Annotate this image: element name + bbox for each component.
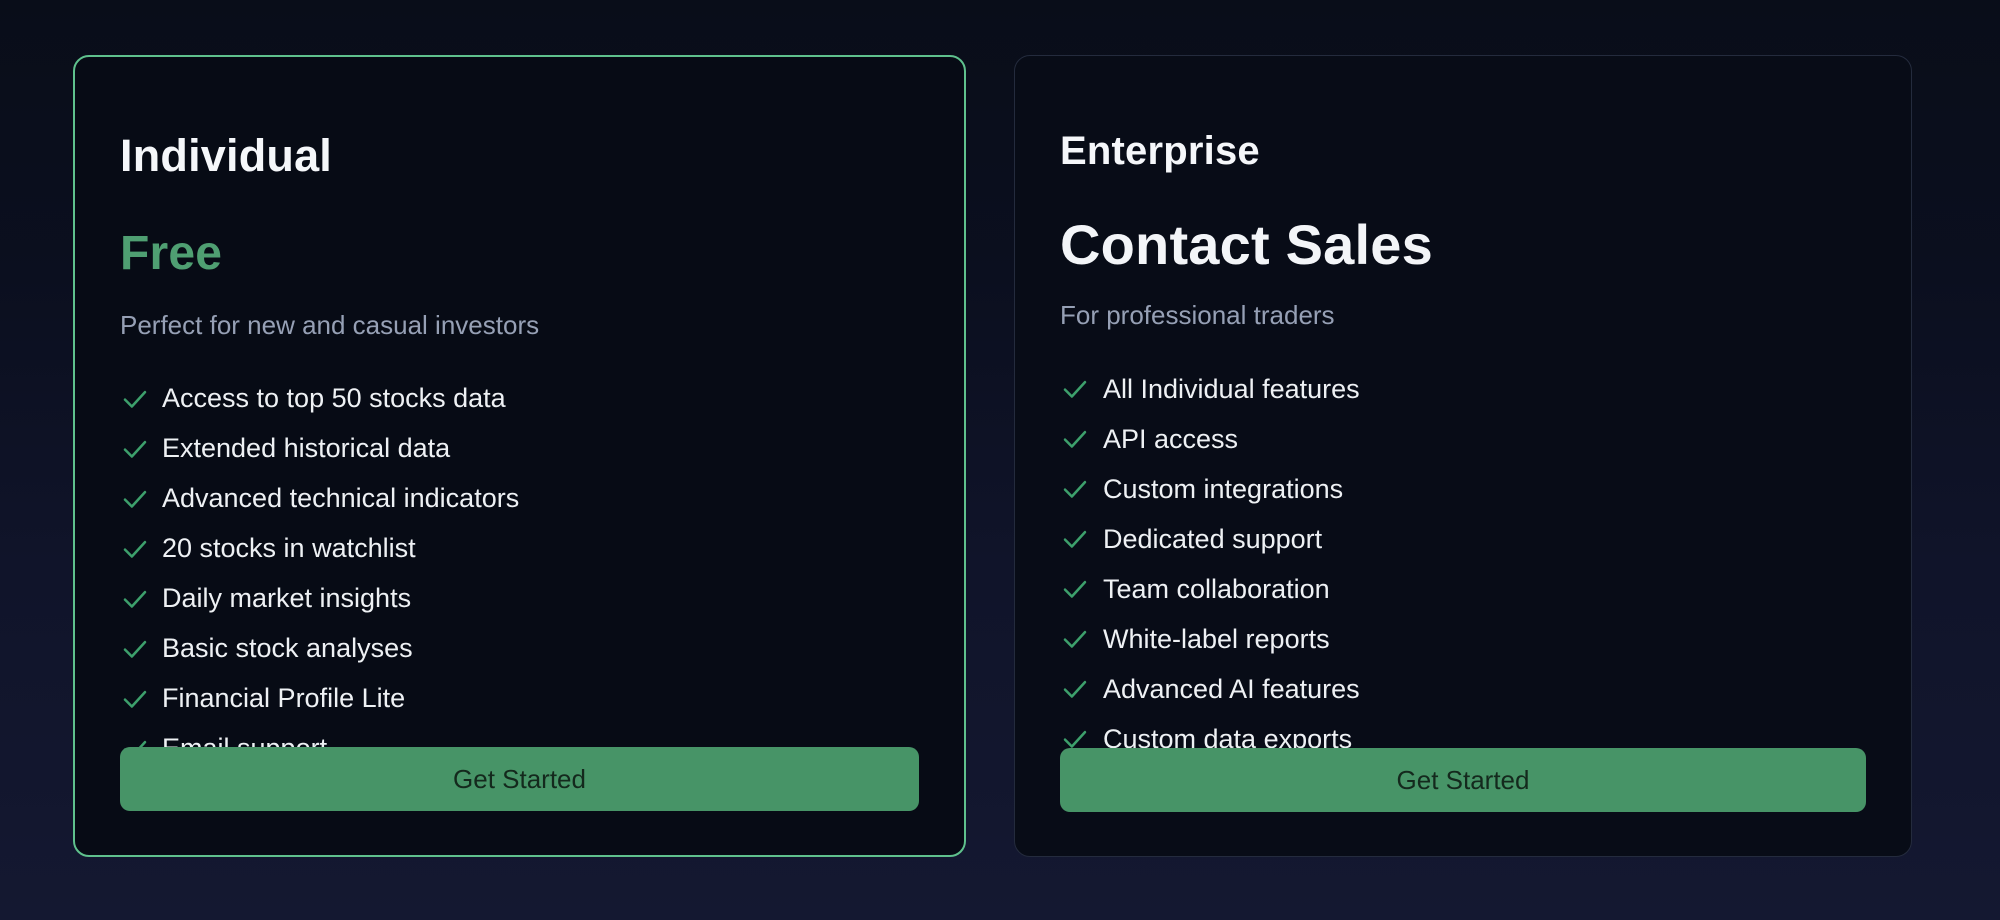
feature-label: 20 stocks in watchlist [162, 533, 416, 564]
feature-item: Dedicated support [1060, 514, 1866, 564]
check-icon [120, 484, 150, 514]
feature-label: Advanced AI features [1103, 673, 1360, 704]
feature-label: Advanced technical indicators [162, 483, 520, 514]
feature-item: Financial Profile Lite [120, 674, 919, 724]
feature-item: Custom integrations [1060, 464, 1866, 514]
check-icon [120, 634, 150, 664]
feature-label: Custom integrations [1103, 473, 1344, 504]
plan-price: Contact Sales [1060, 212, 1433, 276]
feature-label: Team collaboration [1103, 573, 1330, 604]
feature-label: Daily market insights [162, 583, 412, 614]
feature-item: Advanced technical indicators [120, 474, 919, 524]
check-icon [1060, 724, 1090, 754]
plan-description: For professional traders [1060, 300, 1335, 331]
check-icon [1060, 574, 1090, 604]
feature-item: All Individual features [1060, 364, 1866, 414]
check-icon [120, 434, 150, 464]
feature-item: Access to top 50 stocks data [120, 374, 919, 424]
feature-label: Extended historical data [162, 433, 451, 464]
feature-item: Basic stock analyses [120, 624, 919, 674]
plan-name: Individual [120, 130, 333, 182]
feature-label: Access to top 50 stocks data [162, 383, 506, 414]
feature-item: Team collaboration [1060, 564, 1866, 614]
feature-label: White-label reports [1103, 623, 1330, 654]
feature-item: API access [1060, 414, 1866, 464]
check-icon [1060, 374, 1090, 404]
feature-list: All Individual features API access Custo… [1060, 364, 1866, 764]
get-started-button[interactable]: Get Started [1060, 748, 1866, 812]
feature-item: Daily market insights [120, 574, 919, 624]
feature-label: All Individual features [1103, 373, 1360, 404]
feature-item: Advanced AI features [1060, 664, 1866, 714]
plan-description: Perfect for new and casual investors [120, 309, 540, 340]
plan-price: Free [120, 227, 223, 281]
feature-label: API access [1103, 423, 1239, 454]
get-started-button[interactable]: Get Started [120, 747, 919, 811]
pricing-card-individual: Individual Free Perfect for new and casu… [73, 55, 966, 857]
check-icon [1060, 524, 1090, 554]
feature-label: Financial Profile Lite [162, 683, 406, 714]
check-icon [1060, 424, 1090, 454]
pricing-card-enterprise: Enterprise Contact Sales For professiona… [1014, 55, 1912, 857]
feature-item: Extended historical data [120, 424, 919, 474]
check-icon [1060, 474, 1090, 504]
check-icon [120, 584, 150, 614]
check-icon [120, 534, 150, 564]
feature-label: Basic stock analyses [162, 633, 413, 664]
feature-item: White-label reports [1060, 614, 1866, 664]
check-icon [120, 684, 150, 714]
check-icon [120, 384, 150, 414]
plan-name: Enterprise [1060, 128, 1260, 173]
feature-item: 20 stocks in watchlist [120, 524, 919, 574]
pricing-cards: Individual Free Perfect for new and casu… [73, 55, 1912, 857]
feature-list: Access to top 50 stocks data Extended hi… [120, 374, 919, 774]
feature-label: Dedicated support [1103, 523, 1323, 554]
check-icon [1060, 674, 1090, 704]
check-icon [1060, 624, 1090, 654]
